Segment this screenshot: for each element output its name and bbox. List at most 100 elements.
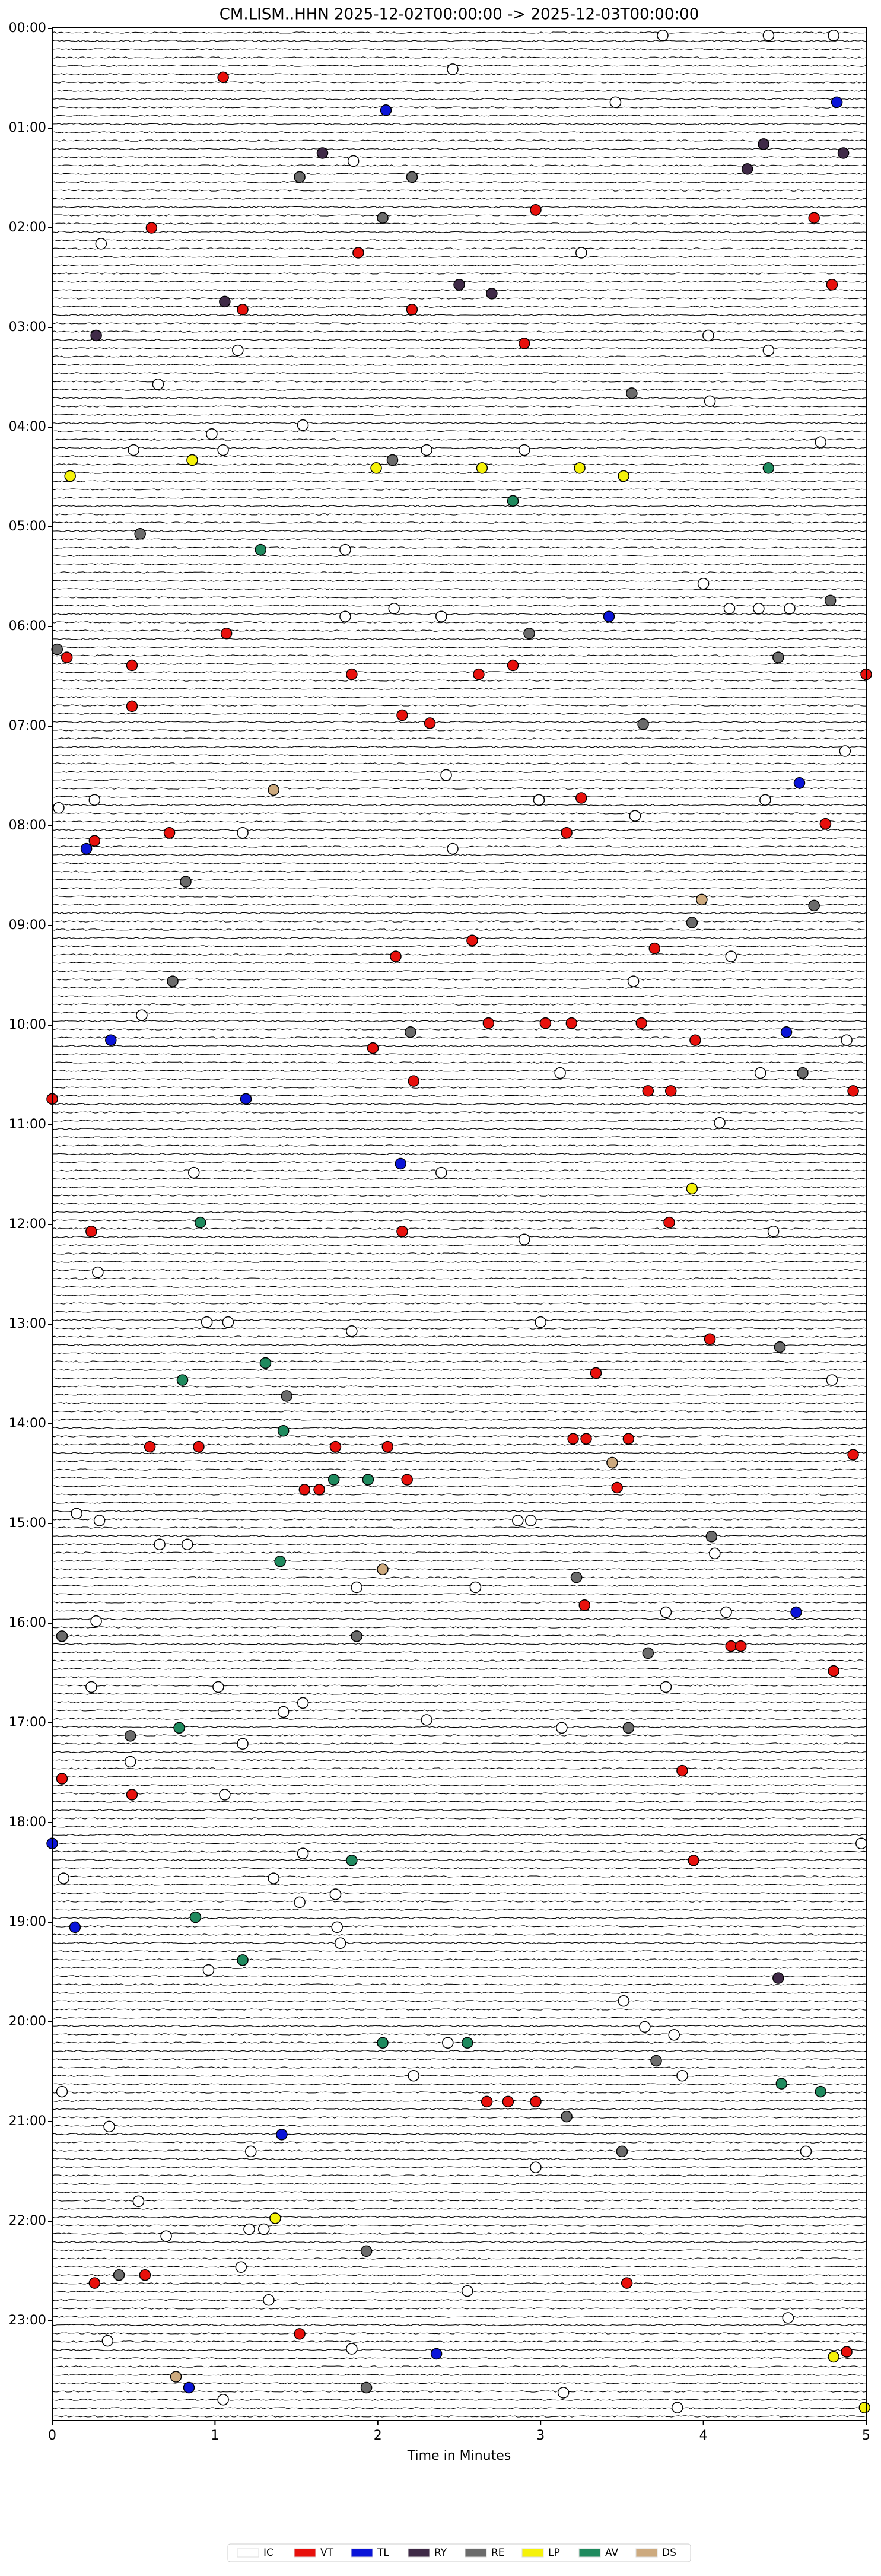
trace (52, 222, 867, 225)
trace (52, 306, 867, 308)
event-marker (206, 428, 218, 440)
trace (52, 1136, 867, 1138)
event-marker (331, 1921, 343, 1933)
event-marker (808, 212, 820, 224)
trace (52, 1875, 867, 1878)
event-marker (257, 2223, 270, 2235)
trace (52, 820, 867, 823)
trace (52, 1219, 867, 1222)
event-marker (533, 794, 545, 806)
trace (52, 430, 867, 432)
trace (52, 1651, 867, 1653)
event-marker (183, 2381, 195, 2394)
trace (52, 1161, 867, 1163)
trace (52, 1286, 867, 1288)
event-marker (90, 329, 102, 342)
trace (52, 98, 867, 100)
event-marker (126, 1789, 138, 1801)
trace (52, 1618, 866, 1620)
event-marker (219, 1789, 231, 1801)
event-marker (187, 1166, 200, 1179)
event-marker (126, 659, 138, 672)
trace (52, 1427, 867, 1429)
trace (52, 2291, 867, 2293)
event-marker (180, 876, 192, 888)
event-marker (381, 1440, 394, 1453)
trace (52, 2008, 867, 2011)
event-marker (186, 454, 198, 466)
event-marker (51, 643, 63, 656)
event-marker (334, 1937, 346, 1950)
trace (52, 1194, 867, 1197)
trace (52, 2166, 867, 2168)
trace (52, 555, 867, 557)
event-marker (95, 238, 107, 250)
event-marker (313, 1484, 325, 1496)
legend (227, 2543, 691, 2562)
trace (52, 1261, 867, 1263)
trace (52, 646, 867, 648)
legend-label: AV (605, 2547, 619, 2559)
trace (52, 1252, 867, 1255)
event-marker (530, 204, 542, 216)
trace (52, 2208, 867, 2210)
trace (52, 1468, 867, 1471)
event-marker (85, 1226, 97, 1238)
y-tick-label: 18:00 (9, 1815, 46, 1830)
event-marker (657, 30, 669, 42)
y-tick-label: 20:00 (9, 2014, 46, 2029)
trace (52, 414, 867, 416)
event-marker (819, 818, 832, 830)
event-marker (297, 419, 309, 431)
event-marker (616, 2145, 628, 2158)
y-tick-label: 10:00 (9, 1017, 46, 1032)
trace (52, 2158, 867, 2160)
trace (52, 2017, 867, 2019)
event-marker (194, 1216, 206, 1229)
event-marker (753, 603, 765, 615)
event-marker (421, 1714, 432, 1726)
trace (52, 538, 867, 540)
y-tick-label: 07:00 (9, 718, 46, 733)
event-marker (574, 462, 586, 474)
trace (52, 156, 867, 158)
trace (52, 887, 867, 889)
trace (52, 106, 867, 109)
event-marker (642, 1647, 654, 1659)
trace (52, 1493, 867, 1496)
event-marker (235, 2261, 247, 2273)
event-marker (88, 835, 101, 847)
trace (52, 737, 867, 740)
event-marker (671, 2402, 683, 2413)
event-marker (212, 1681, 224, 1693)
event-marker (217, 2393, 229, 2406)
trace (52, 488, 867, 491)
x-tick-label: 1 (211, 2428, 219, 2443)
event-marker (828, 2351, 839, 2363)
trace (52, 1942, 867, 1944)
trace (52, 546, 867, 549)
event-marker (627, 975, 640, 987)
trace (52, 422, 867, 424)
trace (52, 1892, 867, 1894)
event-marker (639, 2021, 651, 2033)
event-marker (182, 1538, 193, 1551)
trace (52, 314, 867, 316)
event-marker (762, 462, 775, 474)
trace (52, 1884, 867, 1886)
trace (52, 1767, 867, 1770)
y-tick-label: 21:00 (9, 2114, 46, 2129)
event-marker (163, 827, 176, 839)
trace (52, 389, 867, 391)
trace (52, 181, 866, 183)
trace (52, 1801, 867, 1803)
event-marker (507, 495, 519, 507)
event-marker (193, 1440, 205, 1453)
trace (52, 2415, 867, 2418)
trace (52, 854, 867, 856)
traces (52, 31, 867, 2418)
trace (52, 1227, 867, 1230)
event-marker (447, 63, 459, 75)
trace (52, 397, 867, 399)
trace (52, 2332, 867, 2335)
